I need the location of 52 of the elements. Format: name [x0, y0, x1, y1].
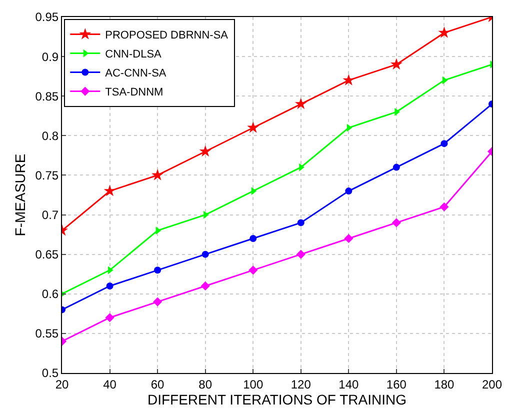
x-tick-label: 120: [290, 377, 312, 392]
point: [202, 250, 209, 258]
point: [250, 235, 257, 242]
point: [153, 297, 162, 306]
point: [346, 124, 352, 132]
point: [438, 26, 450, 38]
x-tick-label: 200: [482, 377, 502, 392]
point: [247, 121, 260, 133]
point: [296, 250, 306, 259]
x-tick-label: 160: [386, 377, 407, 392]
x-axis-title: DIFFERENT ITERATIONS OF TRAINING: [147, 391, 407, 408]
point: [154, 266, 162, 274]
point: [251, 187, 257, 196]
legend-label: TSA-DNNM: [105, 86, 164, 99]
y-tick-label: 0.8: [42, 128, 59, 143]
point: [392, 218, 401, 228]
point: [294, 98, 307, 110]
point: [297, 219, 304, 226]
y-tick-label: 0.6: [42, 287, 59, 302]
legend-label: AC-CNN-SA: [105, 68, 167, 80]
y-tick-label: 0.9: [42, 50, 59, 64]
point: [106, 282, 114, 290]
point: [345, 188, 352, 195]
x-tick-label: 80: [198, 377, 212, 392]
point: [342, 74, 355, 86]
point: [200, 281, 210, 291]
point: [104, 184, 116, 196]
point: [105, 313, 114, 322]
legend-label: PROPOSED DBRNN-SA: [105, 30, 229, 42]
y-tick-label: 0.65: [35, 248, 59, 262]
y-tick-label: 0.75: [35, 168, 59, 182]
y-tick-label: 0.85: [35, 89, 59, 104]
y-tick-label: 0.95: [35, 10, 59, 24]
point: [442, 76, 448, 84]
point: [152, 168, 164, 180]
point: [199, 145, 212, 157]
point: [156, 226, 162, 235]
x-tick-label: 60: [150, 377, 165, 392]
point: [440, 202, 449, 212]
point: [248, 266, 258, 275]
x-tick-label: 100: [243, 377, 264, 392]
legend-label: CNN-DLSA: [105, 48, 162, 61]
y-tick-label: 0.7: [42, 208, 59, 222]
point: [440, 140, 448, 148]
x-tick-label: 180: [434, 377, 455, 392]
point: [344, 234, 354, 244]
point: [392, 164, 400, 171]
y-tick-label: 0.55: [35, 326, 59, 341]
point: [390, 58, 402, 70]
x-tick-label: 40: [103, 377, 117, 392]
y-axis-title: F-MEASURE: [12, 154, 28, 236]
x-tick-label: 140: [338, 377, 359, 392]
